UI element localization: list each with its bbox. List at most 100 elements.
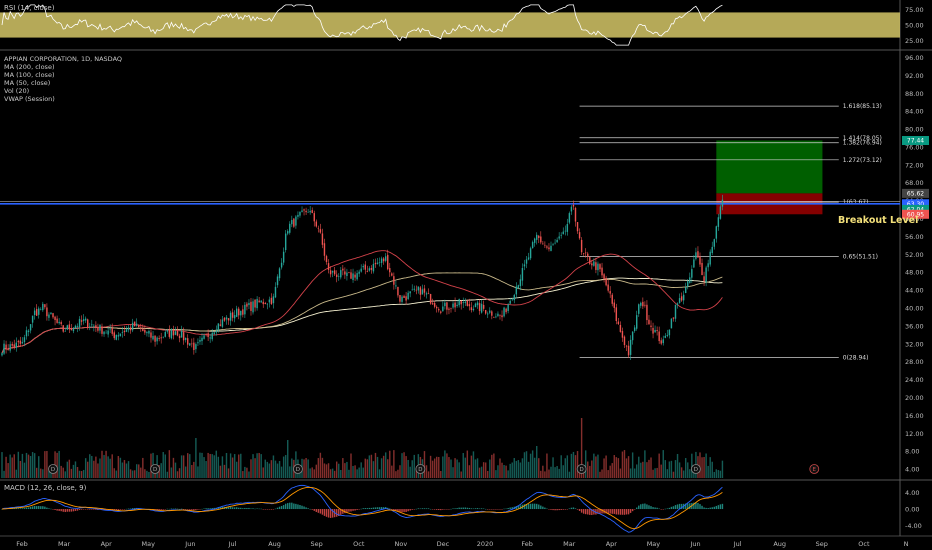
macd-histogram-bar (182, 509, 185, 510)
volume-bar (305, 458, 307, 478)
legend-ma50[interactable]: MA (50, close) (4, 79, 51, 87)
volume-bar (650, 457, 652, 478)
candle-body (589, 257, 591, 264)
volume-bar (509, 463, 511, 478)
candle-body (248, 302, 250, 306)
volume-bar (699, 452, 701, 478)
candle-body (484, 310, 487, 314)
candle-body (668, 329, 671, 336)
macd-histogram-bar (668, 507, 671, 510)
candle-body (229, 312, 232, 321)
volume-bar (595, 456, 597, 478)
candle-body (91, 324, 93, 326)
macd-histogram-bar (297, 504, 299, 510)
macd-histogram-bar (389, 508, 391, 510)
macd-legend[interactable]: MACD (12, 26, close, 9) (4, 484, 87, 492)
volume-bar (31, 452, 34, 478)
candle-body (511, 299, 513, 301)
volume-bar (127, 461, 130, 478)
macd-histogram-bar (248, 507, 250, 510)
macd-histogram-bar (599, 509, 601, 514)
candle-body (482, 304, 485, 309)
candle-body (391, 273, 393, 276)
candle-body (370, 268, 373, 270)
candle-body (272, 296, 275, 304)
candle-body (66, 325, 69, 330)
volume-bar (456, 459, 458, 478)
volume-bar (29, 456, 32, 478)
volume-bar (625, 458, 628, 478)
candles-layer (1, 194, 724, 360)
volume-bar (542, 465, 544, 478)
candle-body (56, 318, 58, 323)
macd-histogram-bar (346, 509, 348, 513)
candle-body (462, 302, 464, 304)
volume-bar (362, 467, 364, 478)
volume-bar (703, 456, 705, 478)
volume-bar (472, 451, 475, 478)
candle-body (329, 270, 332, 275)
legend-vwap[interactable]: VWAP (Session) (4, 95, 55, 103)
volume-bar (415, 467, 418, 478)
volume-bar (405, 456, 407, 478)
volume-bar (317, 458, 320, 478)
candle-body (315, 221, 318, 227)
macd-histogram-bar (231, 507, 234, 510)
legend-volume[interactable]: Vol (20) (4, 87, 30, 95)
volume-bar (370, 454, 373, 478)
candle-body (597, 263, 599, 271)
volume-bar (709, 457, 711, 478)
rsi-legend[interactable]: RSI (14, close) (4, 4, 55, 12)
candle-body (456, 304, 458, 306)
candle-body (82, 319, 85, 321)
candle-body (705, 267, 707, 283)
macd-histogram-bar (511, 507, 513, 510)
macd-histogram-bar (678, 503, 681, 510)
candle-body (146, 332, 148, 334)
volume-bar (440, 470, 442, 478)
macd-histogram-bar (407, 509, 409, 512)
macd-histogram-bar (354, 509, 356, 511)
macd-histogram-bar (415, 508, 418, 510)
macd-histogram-bar (119, 509, 122, 510)
candle-body (54, 316, 56, 321)
macd-histogram-bar (711, 507, 713, 510)
macd-histogram-bar (274, 508, 277, 510)
volume-bar (499, 458, 501, 478)
volume-bar (505, 465, 507, 478)
candle-body (217, 323, 220, 331)
volume-bar (433, 458, 436, 478)
candle-body (131, 322, 134, 331)
macd-histogram-bar (670, 506, 673, 510)
volume-bar (435, 456, 438, 478)
volume-bar (91, 455, 93, 478)
volume-bar (66, 461, 69, 478)
candle-body (274, 286, 277, 298)
rsi-line (1, 4, 723, 46)
volume-bar (46, 450, 48, 478)
macd-histogram-bar (658, 508, 660, 510)
candle-body (617, 321, 620, 325)
macd-histogram-bar (342, 509, 344, 514)
candle-body (417, 286, 420, 291)
volume-bar (107, 456, 109, 478)
volume-bar (131, 470, 134, 478)
macd-histogram-bar (52, 509, 54, 510)
volume-bar (348, 469, 350, 478)
candle-body (680, 296, 683, 301)
legend-ma100[interactable]: MA (100, close) (4, 71, 55, 79)
volume-bar (250, 459, 252, 478)
candle-body (142, 328, 144, 332)
candle-body (350, 272, 352, 279)
candle-body (521, 268, 524, 281)
candle-body (158, 338, 160, 339)
candle-body (719, 206, 722, 219)
candle-body (197, 342, 199, 344)
volume-bar (519, 462, 522, 478)
legend-symbol[interactable]: APPIAN CORPORATION, 1D, NASDAQ (4, 55, 123, 63)
volume-bar (715, 469, 718, 478)
price-tick: 52.00 (905, 251, 924, 259)
macd-histogram-bar (250, 508, 252, 510)
legend-ma200[interactable]: MA (200, close) (4, 63, 55, 71)
